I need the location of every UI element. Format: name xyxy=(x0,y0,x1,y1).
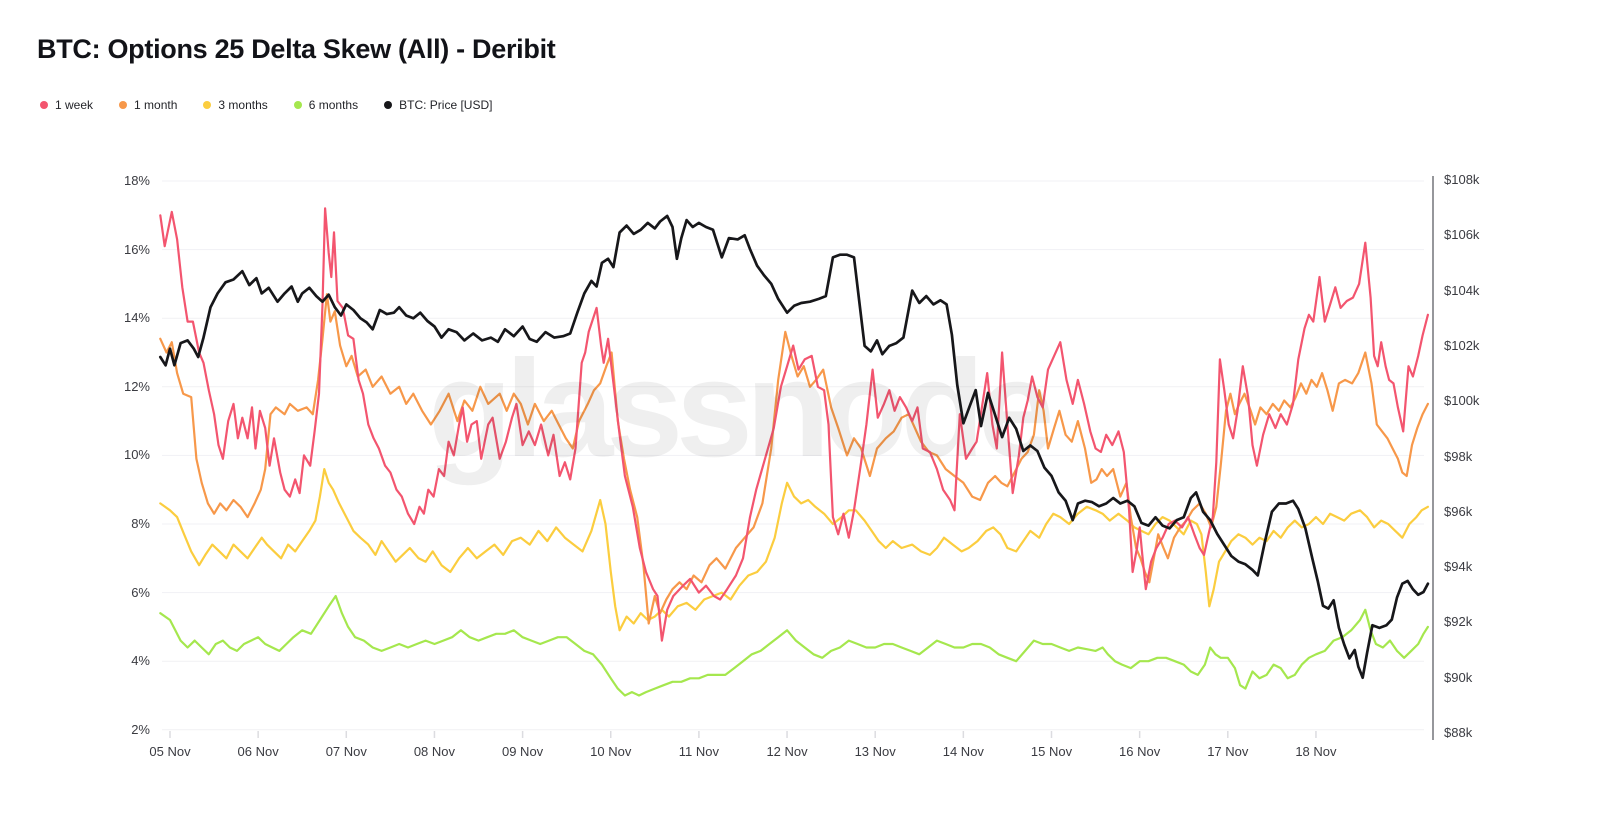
legend-dot-icon xyxy=(40,101,48,109)
legend-label: 1 month xyxy=(134,98,178,112)
series-line-3-months xyxy=(159,468,1430,632)
x-tick-label-12 Nov: 12 Nov xyxy=(766,744,808,759)
legend-item-btc-price-usd-[interactable]: BTC: Price [USD] xyxy=(384,98,492,112)
x-tick-label-09 Nov: 09 Nov xyxy=(501,744,544,759)
y-right-tick-$88k: $88k xyxy=(1444,725,1473,740)
x-tick-label-13 Nov: 13 Nov xyxy=(854,744,896,759)
series-line-6-months xyxy=(159,594,1430,697)
series-line-btc-price-usd- xyxy=(158,214,1430,680)
legend: 1 week 1 month 3 months 6 months BTC: Price … xyxy=(40,98,492,112)
legend-dot-icon xyxy=(119,101,128,109)
legend-item-1-week[interactable]: 1 week xyxy=(40,98,93,112)
y-right-tick-$102k: $102k xyxy=(1444,337,1480,353)
y-right-tick-$108k: $108k xyxy=(1444,172,1480,187)
x-tick-label-06 Nov: 06 Nov xyxy=(237,744,279,759)
y-left-tick-12%: 12% xyxy=(123,378,150,394)
series-line-1-month xyxy=(159,293,1430,625)
x-tick-label-16 Nov: 16 Nov xyxy=(1119,744,1161,759)
legend-item-1-month[interactable]: 1 month xyxy=(119,98,177,112)
y-right-tick-$100k: $100k xyxy=(1444,393,1480,409)
legend-label: 3 months xyxy=(218,98,268,112)
y-right-tick-$92k: $92k xyxy=(1444,614,1473,630)
y-right-tick-$90k: $90k xyxy=(1444,669,1473,685)
x-tick-label-17 Nov: 17 Nov xyxy=(1207,744,1249,759)
legend-item-3-months[interactable]: 3 months xyxy=(203,98,268,112)
y-left-tick-10%: 10% xyxy=(123,447,150,463)
y-right-tick-$94k: $94k xyxy=(1444,559,1473,575)
legend-label: 1 week xyxy=(55,98,94,112)
legend-item-6-months[interactable]: 6 months xyxy=(293,98,359,112)
legend-label: BTC: Price [USD] xyxy=(399,98,493,112)
x-tick-label-18 Nov: 18 Nov xyxy=(1295,744,1337,759)
x-tick-label-15 Nov: 15 Nov xyxy=(1030,744,1073,759)
y-right-tick-$104k: $104k xyxy=(1444,282,1480,298)
legend-label: 6 months xyxy=(308,98,359,112)
x-tick-label-11 Nov: 11 Nov xyxy=(678,744,719,759)
y-right-tick-$96k: $96k xyxy=(1444,503,1473,519)
x-tick-label-05 Nov: 05 Nov xyxy=(149,744,191,759)
x-tick-label-10 Nov: 10 Nov xyxy=(590,744,632,759)
y-left-tick-18%: 18% xyxy=(123,173,150,188)
y-left-tick-2%: 2% xyxy=(131,721,150,737)
x-tick-label-14 Nov: 14 Nov xyxy=(942,744,984,759)
y-left-tick-8%: 8% xyxy=(131,516,150,531)
legend-dot-icon xyxy=(384,101,393,109)
legend-dot-icon xyxy=(293,101,302,109)
legend-dot-icon xyxy=(203,101,212,109)
y-left-tick-16%: 16% xyxy=(123,241,150,257)
chart-title: BTC: Options 25 Delta Skew (All) - Derib… xyxy=(37,34,556,64)
x-tick-label-07 Nov: 07 Nov xyxy=(325,744,367,759)
y-left-tick-6%: 6% xyxy=(131,584,150,600)
series-line-1-week xyxy=(159,207,1430,642)
y-right-tick-$98k: $98k xyxy=(1444,448,1473,464)
y-left-tick-14%: 14% xyxy=(123,310,150,326)
y-left-tick-4%: 4% xyxy=(131,653,150,669)
y-right-tick-$106k: $106k xyxy=(1444,227,1480,243)
x-tick-label-08 Nov: 08 Nov xyxy=(413,744,456,759)
